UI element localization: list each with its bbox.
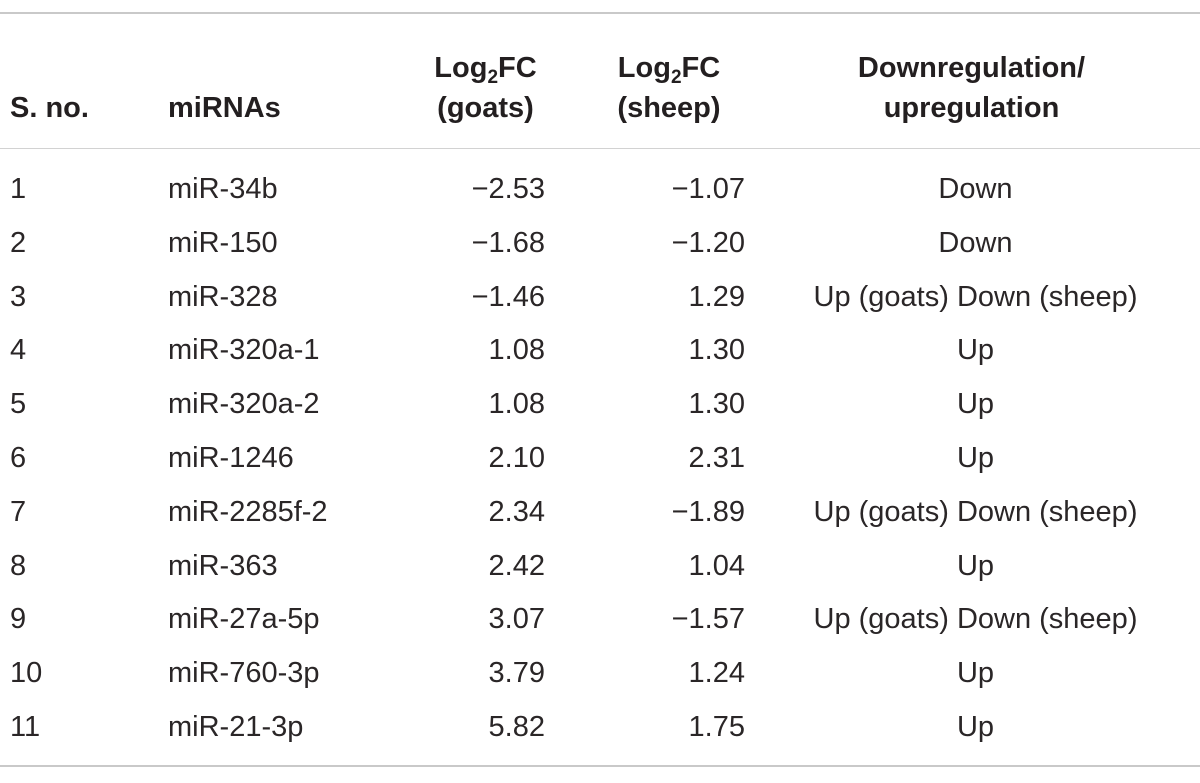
- cell-log2fc-goats: 3.79: [488, 657, 545, 690]
- cell-sno: 7: [10, 495, 27, 528]
- cell-log2fc-sheep: 1.24: [688, 657, 745, 690]
- cell-log2fc-goats: 3.07: [488, 603, 545, 636]
- table-row: 1 miR-34b −2.53 −1.07 Down: [0, 149, 1200, 217]
- header-regulation: Downregulation/ upregulation: [743, 14, 1200, 148]
- cell-regulation: Up: [956, 549, 995, 582]
- header-rule: [0, 148, 1200, 149]
- cell-mirna: miR-328: [168, 280, 278, 313]
- cell-mirna: miR-150: [168, 226, 278, 259]
- cell-mirna: miR-27a-5p: [168, 603, 320, 636]
- cell-mirna: miR-320a-2: [168, 388, 320, 421]
- cell-sno: 4: [10, 334, 27, 367]
- header-goats-subscript: 2: [487, 67, 499, 88]
- mirna-table: S. no. miRNAs Log2FC (goats) Log2FC (she…: [0, 14, 1200, 148]
- cell-log2fc-goats: 2.34: [488, 495, 545, 528]
- table-row: 8 miR-363 2.42 1.04 Up: [0, 540, 1200, 594]
- cell-log2fc-sheep: 1.30: [688, 388, 745, 421]
- header-sheep-fc: FC: [681, 52, 721, 84]
- cell-log2fc-goats: −2.53: [471, 173, 545, 205]
- cell-sno: 5: [10, 388, 27, 421]
- table-body: 1 miR-34b −2.53 −1.07 Down 2 miR-150 −1.…: [0, 149, 1200, 765]
- cell-log2fc-goats: 5.82: [488, 710, 545, 743]
- top-rule: [0, 12, 1200, 14]
- cell-sno: 9: [10, 603, 27, 636]
- cell-regulation: Down: [938, 173, 1013, 205]
- table-row: 10 miR-760-3p 3.79 1.24 Up: [0, 647, 1200, 701]
- header-mirnas: miRNAs: [168, 14, 378, 148]
- header-goats-line2: (goats): [437, 92, 534, 124]
- cell-mirna: miR-320a-1: [168, 334, 320, 367]
- cell-regulation: Down: [938, 226, 1013, 259]
- cell-sno: 11: [10, 710, 41, 743]
- header-sheep-log: Log: [617, 52, 671, 84]
- cell-log2fc-sheep: 1.29: [688, 280, 745, 313]
- cell-sno: 8: [10, 549, 27, 582]
- cell-regulation: Up: [956, 710, 995, 743]
- cell-sno: 3: [10, 280, 27, 313]
- bottom-rule: [0, 764, 1200, 767]
- cell-mirna: miR-2285f-2: [168, 495, 328, 528]
- header-goats-log: Log: [434, 52, 488, 84]
- cell-mirna: miR-760-3p: [168, 657, 320, 690]
- table-row: 3 miR-328 −1.46 1.29 Up (goats) Down (sh…: [0, 271, 1200, 325]
- table-row: 5 miR-320a-2 1.08 1.30 Up: [0, 378, 1200, 432]
- cell-mirna: miR-1246: [168, 441, 294, 474]
- table-header: S. no. miRNAs Log2FC (goats) Log2FC (she…: [0, 14, 1200, 148]
- table-row: 6 miR-1246 2.10 2.31 Up: [0, 432, 1200, 486]
- header-goats-fc: FC: [498, 52, 537, 84]
- cell-log2fc-goats: 2.42: [488, 549, 545, 582]
- table-row: 7 miR-2285f-2 2.34 −1.89 Up (goats) Down…: [0, 486, 1200, 540]
- cell-log2fc-sheep: 2.31: [688, 441, 745, 474]
- header-sno-label: S. no.: [10, 92, 89, 124]
- cell-sno: 6: [10, 441, 27, 474]
- cell-log2fc-goats: 1.08: [488, 334, 545, 367]
- header-log2fc-goats: Log2FC (goats): [378, 14, 545, 148]
- cell-regulation: Up: [956, 657, 995, 690]
- cell-log2fc-sheep: 1.30: [688, 334, 745, 367]
- cell-log2fc-sheep: 1.04: [688, 549, 745, 582]
- mirna-table-container: S. no. miRNAs Log2FC (goats) Log2FC (she…: [0, 12, 1200, 767]
- cell-regulation: Up (goats) Down (sheep): [813, 495, 1138, 528]
- header-row: S. no. miRNAs Log2FC (goats) Log2FC (she…: [0, 14, 1200, 148]
- header-sheep-line1: Log2FC: [595, 48, 743, 88]
- header-sheep-line2: (sheep): [617, 92, 721, 124]
- table-row: 4 miR-320a-1 1.08 1.30 Up: [0, 324, 1200, 378]
- cell-sno: 1: [10, 173, 27, 205]
- header-log2fc-sheep: Log2FC (sheep): [545, 14, 743, 148]
- cell-mirna: miR-363: [168, 549, 278, 582]
- cell-log2fc-goats: −1.68: [471, 226, 545, 259]
- cell-log2fc-sheep: −1.07: [671, 173, 745, 205]
- cell-sno: 10: [10, 657, 43, 690]
- cell-regulation: Up: [956, 441, 995, 474]
- cell-log2fc-goats: −1.46: [471, 280, 545, 313]
- cell-mirna: miR-34b: [168, 173, 278, 205]
- cell-regulation: Up: [956, 388, 995, 421]
- header-regulation-line1: Downregulation/: [857, 52, 1086, 84]
- table-row: 2 miR-150 −1.68 −1.20 Down: [0, 217, 1200, 271]
- header-mirnas-label: miRNAs: [168, 92, 281, 124]
- header-goats-line1: Log2FC: [426, 48, 545, 88]
- cell-regulation: Up (goats) Down (sheep): [813, 603, 1138, 636]
- cell-log2fc-sheep: −1.20: [671, 226, 745, 259]
- cell-regulation: Up: [956, 334, 995, 367]
- header-sno: S. no.: [0, 14, 168, 148]
- cell-log2fc-sheep: −1.57: [671, 603, 745, 636]
- cell-regulation: Up (goats) Down (sheep): [813, 280, 1138, 313]
- cell-log2fc-goats: 2.10: [488, 441, 545, 474]
- cell-log2fc-goats: 1.08: [488, 388, 545, 421]
- cell-log2fc-sheep: −1.89: [671, 495, 745, 528]
- table-row: 11 miR-21-3p 5.82 1.75 Up: [0, 701, 1200, 765]
- cell-mirna: miR-21-3p: [168, 710, 304, 743]
- header-regulation-line2: upregulation: [883, 92, 1060, 124]
- cell-log2fc-sheep: 1.75: [688, 710, 745, 743]
- header-sheep-subscript: 2: [670, 67, 682, 88]
- table-row: 9 miR-27a-5p 3.07 −1.57 Up (goats) Down …: [0, 593, 1200, 647]
- cell-sno: 2: [10, 226, 27, 259]
- mirna-table-body: 1 miR-34b −2.53 −1.07 Down 2 miR-150 −1.…: [0, 149, 1200, 765]
